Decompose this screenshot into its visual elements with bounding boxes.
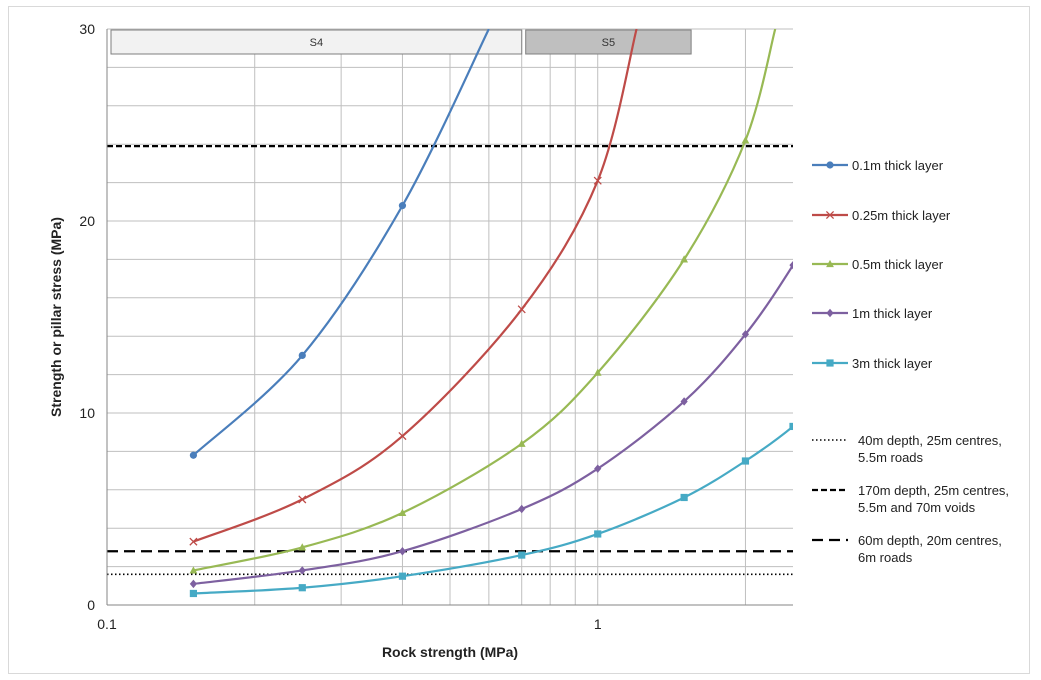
legend-label: 1m thick layer [852,306,933,321]
series-1 [189,29,490,459]
y-tick-label: 30 [79,21,95,37]
legend-item: 60m depth, 20m centres, 6m roads [812,533,1002,565]
data-point [518,504,526,514]
data-point [517,439,526,447]
legend-item: 1m thick layer [812,306,933,321]
legend-label: 170m depth, 25m centres, [858,483,1009,498]
data-point [594,530,602,538]
data-point [189,579,198,589]
data-point [398,572,407,580]
legend-label: 0.25m thick layer [852,208,951,223]
series-4 [189,260,793,589]
series-line [193,424,793,595]
data-point [825,210,835,220]
legend-label: 6m roads [858,550,913,565]
data-point [398,508,407,516]
legend-label: 0.5m thick layer [852,257,944,272]
legend-label: 3m thick layer [852,356,933,371]
series-line [193,29,777,572]
band-label: S4 [310,37,323,49]
data-point [593,176,602,185]
data-point [298,495,307,504]
band-label: S5 [602,37,615,49]
legend-item: 0.1m thick layer [812,158,944,173]
legend-label: 5.5m and 70m voids [858,500,976,515]
series-3 [189,29,777,574]
data-point [189,589,198,598]
strength-bands: S4 S5 [110,29,692,55]
legend-item: 0.5m thick layer [812,257,944,272]
y-tick-label: 10 [79,405,95,421]
data-point [517,305,526,314]
data-point [741,457,750,465]
data-point [741,136,750,144]
data-point [298,351,306,359]
data-point [789,422,793,431]
data-point [298,543,307,551]
data-point [518,551,526,559]
data-point [189,451,198,459]
x-axis-title: Rock strength (MPa) [382,644,518,660]
data-point [398,547,407,556]
legend-label: 0.1m thick layer [852,158,944,173]
series-5 [189,422,793,598]
data-point [680,397,688,406]
data-point [826,259,834,268]
band-s4 [110,29,523,55]
axes: 0 10 20 30 0.1 1 [79,21,793,632]
data-point [789,260,793,270]
data-point [298,566,306,575]
series-2 [189,29,638,546]
legend-item: 0.25m thick layer [812,208,951,223]
y-axis-title: Strength or pillar stress (MPa) [48,217,64,417]
data-point [398,431,407,441]
legend-label: 60m depth, 20m centres, [858,533,1002,548]
data-point [593,368,602,376]
legend-label: 5.5m roads [858,450,924,465]
data-point [298,584,306,592]
data-point [826,308,834,318]
legend-label: 40m depth, 25m centres, [858,433,1002,448]
data-point [826,359,834,367]
band-s5 [525,29,692,55]
data-point [594,464,602,473]
legend-item: 3m thick layer [812,356,933,371]
data-point [398,202,407,210]
legend-item: 170m depth, 25m centres, 5.5m and 70m voi… [812,483,1009,515]
x-tick-label: 0.1 [97,616,117,632]
data-point [680,255,689,263]
legend-item: 40m depth, 25m centres, 5.5m roads [812,433,1002,465]
data-point [741,330,750,339]
series-line [192,29,490,457]
legend: 0.1m thick layer 0.25m thick layer 0.5m th… [812,158,1009,565]
x-tick-label: 1 [594,616,602,632]
chart-frame [8,6,1030,674]
y-tick-label: 20 [79,213,95,229]
data-point [189,537,198,546]
data-point [826,161,834,169]
series-lines [189,29,793,598]
data-point [189,566,198,574]
reference-lines [107,145,793,576]
data-point [680,493,688,502]
y-tick-label: 0 [87,597,95,613]
series-line [193,263,793,585]
